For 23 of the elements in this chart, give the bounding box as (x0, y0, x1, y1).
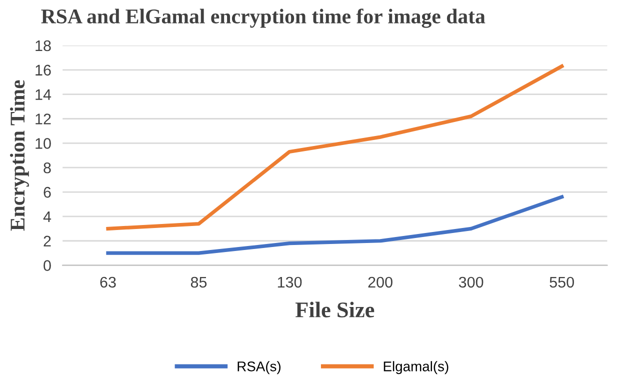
y-tick-label: 12 (36, 114, 51, 124)
legend-label: Elgamal(s) (384, 361, 448, 374)
y-tick-label: 10 (36, 138, 51, 149)
x-tick-label: 300 (458, 276, 484, 288)
chart-title: RSA and ElGamal encryption time for image data (41, 8, 486, 28)
y-tick-label: 16 (36, 64, 51, 76)
y-tick-label: 4 (43, 211, 52, 222)
y-tick-label: 18 (36, 40, 51, 52)
x-axis-title: File Size (295, 302, 374, 318)
y-tick-label: 6 (44, 186, 51, 198)
x-tick-label: 550 (550, 276, 574, 288)
line-series (106, 195, 564, 255)
x-tick-label: 130 (278, 276, 302, 288)
y-tick-label: 8 (44, 162, 51, 174)
x-tick-label: 85 (190, 276, 207, 288)
legend-label: RSA(s) (238, 361, 280, 374)
y-tick-label: 0 (44, 260, 51, 271)
y-axis-title: Encryption Time (10, 80, 29, 231)
x-tick-label: 63 (100, 276, 116, 288)
y-tick-label: 2 (44, 236, 51, 246)
y-tick-label: 14 (36, 89, 52, 100)
line-series (106, 64, 564, 230)
x-tick-label: 200 (368, 276, 392, 288)
